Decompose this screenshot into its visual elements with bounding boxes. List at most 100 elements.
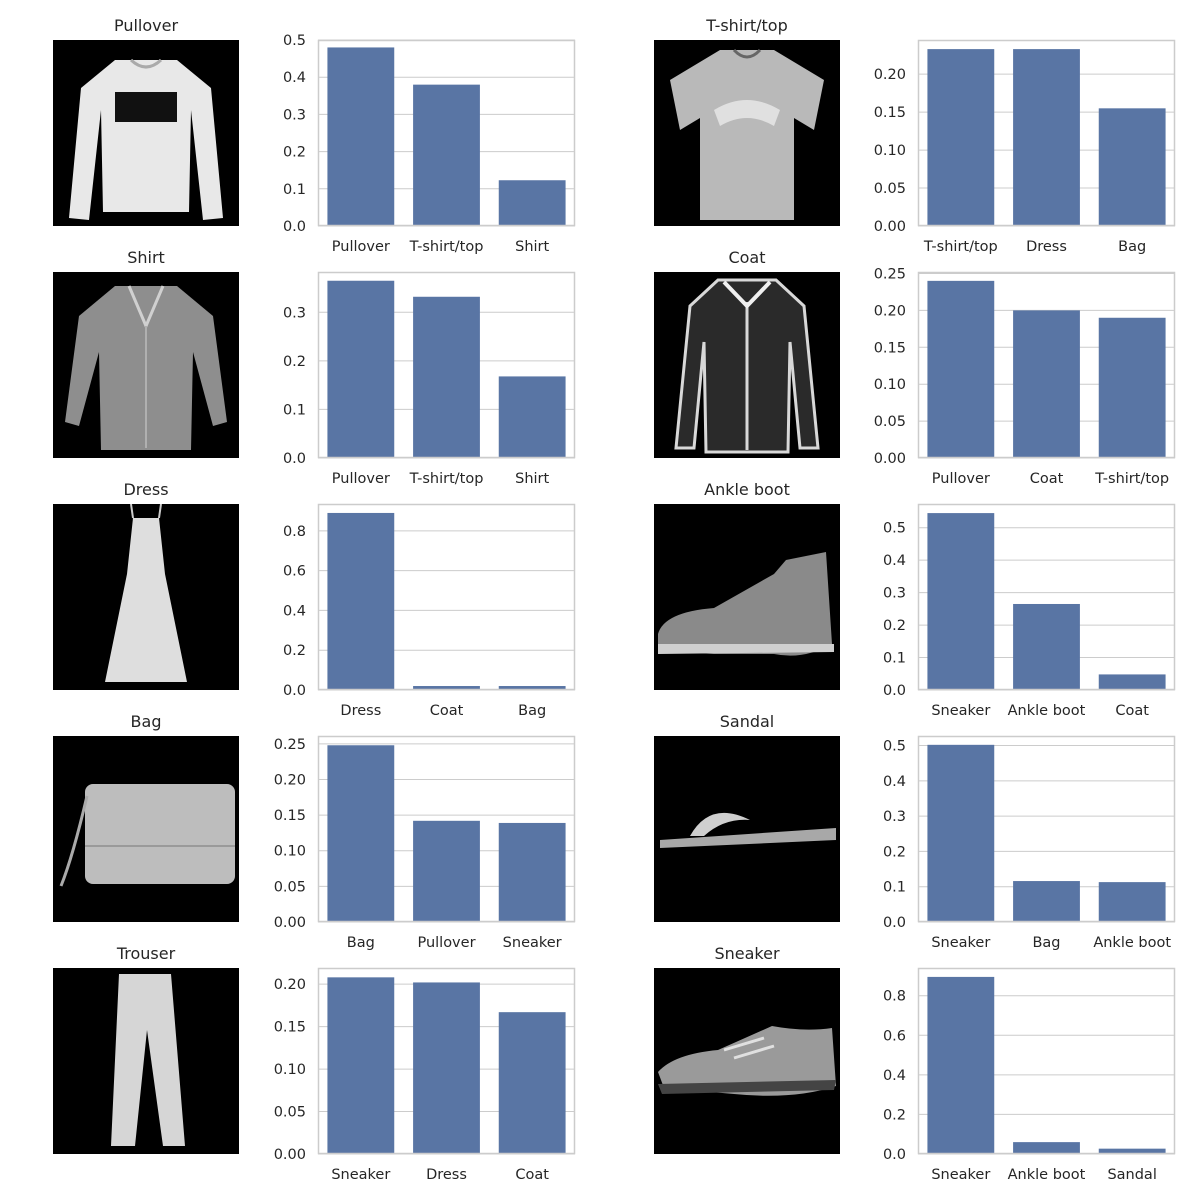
x-tick-label: T-shirt/top	[1094, 471, 1169, 487]
x-tick-label: Dress	[1026, 239, 1067, 255]
y-tick-label: 0.00	[274, 915, 306, 931]
y-tick-label: 0.4	[883, 553, 906, 569]
y-tick-label: 0.15	[274, 808, 306, 824]
x-tick-label: Bag	[1032, 935, 1060, 951]
y-tick-label: 0.05	[874, 414, 906, 430]
y-tick-label: 0.10	[874, 377, 906, 393]
probability-bar-chart: 0.0 0.1 0.2 0.3 0.4 0.5 Sneaker Ankle boot Coat	[883, 503, 1176, 719]
bar	[327, 512, 395, 690]
probability-bar-chart: 0.0 0.1 0.2 0.3 0.4 0.5 Sneaker Bag Ankle boot	[883, 735, 1176, 951]
x-tick-label: Sandal	[1107, 1167, 1156, 1183]
bar	[1098, 317, 1166, 458]
y-tick-label: 0.20	[874, 303, 906, 319]
x-tick-label: Sneaker	[331, 1167, 390, 1183]
bar	[927, 280, 995, 458]
y-tick-label: 0.5	[883, 521, 906, 537]
y-tick-label: 0.20	[274, 772, 306, 788]
bar	[327, 47, 395, 226]
panel-title: Shirt	[127, 248, 165, 267]
x-tick-label: T-shirt/top	[409, 471, 484, 487]
probability-bar-chart: 0.00 0.05 0.10 0.15 0.20 0.25 Pullover Coat T-sh…	[874, 266, 1176, 487]
probability-bar-chart: 0.00 0.05 0.10 0.15 0.20 T-shirt/top Dress Bag	[874, 39, 1176, 255]
axes-frame	[317, 503, 576, 691]
y-tick-label: 0.15	[274, 1020, 306, 1036]
y-tick-label: 0.15	[874, 105, 906, 121]
x-tick-label: Dress	[426, 1167, 467, 1183]
y-tick-label: 0.2	[883, 618, 906, 634]
y-tick-label: 0.20	[874, 67, 906, 83]
bar	[413, 296, 480, 458]
x-tick-label: Shirt	[515, 471, 549, 487]
y-tick-label: 0.00	[874, 451, 906, 467]
coat-image	[654, 272, 840, 458]
y-tick-label: 0.25	[874, 266, 906, 282]
pullover-image	[53, 40, 239, 226]
y-tick-label: 0.2	[883, 844, 906, 860]
y-tick-label: 0.1	[883, 651, 906, 667]
x-tick-label: Bag	[518, 703, 546, 719]
y-tick-label: 0.1	[283, 182, 306, 198]
bar	[1013, 310, 1080, 458]
bar	[413, 820, 480, 922]
probability-bar-chart: 0.0 0.1 0.2 0.3 0.4 0.5 Pullover T-shirt/top Shi…	[283, 33, 576, 255]
x-tick-label: Pullover	[932, 471, 990, 487]
x-tick-label: Coat	[1115, 703, 1149, 719]
bar	[1013, 881, 1080, 922]
x-tick-label: Bag	[347, 935, 375, 951]
bar	[927, 513, 995, 690]
axes-frame	[917, 271, 1176, 459]
y-tick-label: 0.8	[283, 524, 306, 540]
bar	[327, 745, 395, 922]
y-tick-label: 0.6	[883, 1028, 906, 1044]
axes-frame	[917, 39, 1176, 227]
y-tick-label: 0.00	[274, 1147, 306, 1163]
panel-title: Coat	[728, 248, 766, 267]
panel-title: T-shirt/top	[706, 16, 788, 35]
axes-frame	[317, 967, 576, 1155]
y-tick-label: 0.8	[883, 989, 906, 1005]
x-tick-label: T-shirt/top	[409, 239, 484, 255]
x-tick-label: Bag	[1118, 239, 1146, 255]
axes-frame	[317, 39, 576, 227]
y-tick-label: 0.05	[274, 1105, 306, 1121]
y-tick-label: 0.2	[283, 354, 306, 370]
bar	[498, 822, 566, 922]
panel-title: Bag	[130, 712, 162, 731]
tshirt-image	[654, 40, 840, 226]
axes-frame	[917, 503, 1176, 691]
panel-title: Dress	[123, 480, 169, 499]
bar	[927, 744, 995, 922]
bar	[1098, 674, 1166, 690]
y-tick-label: 0.2	[883, 1107, 906, 1123]
bar	[1098, 882, 1166, 922]
panel-title: Sandal	[719, 712, 775, 731]
y-tick-label: 0.2	[283, 145, 306, 161]
y-tick-label: 0.25	[274, 737, 306, 753]
y-tick-label: 0.10	[274, 844, 306, 860]
bar	[413, 686, 480, 690]
y-tick-label: 0.6	[283, 564, 306, 580]
x-tick-label: Ankle boot	[1008, 1167, 1086, 1183]
ankle-boot-image	[654, 504, 840, 690]
bar	[1013, 1142, 1080, 1154]
bar	[413, 84, 480, 226]
x-tick-label: Sneaker	[931, 935, 990, 951]
axes-frame	[317, 271, 576, 459]
bar	[1013, 49, 1080, 227]
axes-frame	[917, 967, 1176, 1155]
panel-title: Trouser	[116, 944, 176, 963]
shirt-image	[53, 272, 239, 458]
y-tick-label: 0.1	[883, 880, 906, 896]
x-tick-label: Shirt	[515, 239, 549, 255]
panel-title: Ankle boot	[704, 480, 790, 499]
y-tick-label: 0.0	[283, 451, 306, 467]
bar	[498, 686, 566, 690]
bar	[927, 49, 995, 227]
y-tick-label: 0.20	[274, 977, 306, 993]
y-tick-label: 0.10	[274, 1062, 306, 1078]
x-tick-label: Dress	[340, 703, 381, 719]
y-tick-label: 0.4	[883, 774, 906, 790]
x-tick-label: Sneaker	[931, 703, 990, 719]
y-tick-label: 0.4	[283, 70, 306, 86]
